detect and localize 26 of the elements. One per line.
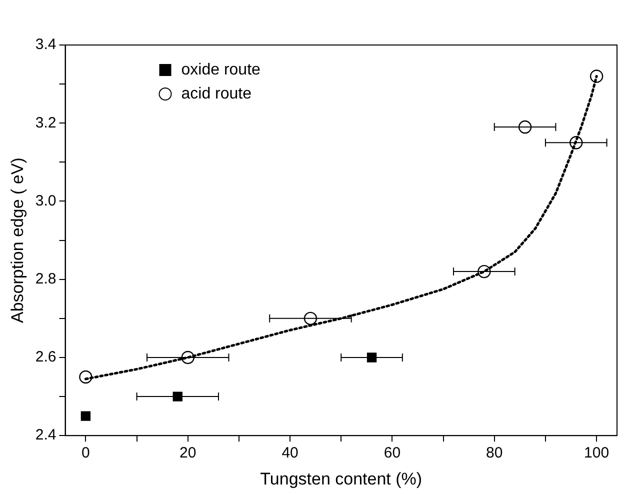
y-tick-label: 3.0 bbox=[35, 192, 56, 210]
point bbox=[172, 392, 182, 402]
point bbox=[570, 136, 583, 150]
x-tick-label: 0 bbox=[82, 444, 90, 462]
x-tick-label: 40 bbox=[282, 444, 298, 462]
point bbox=[518, 120, 532, 134]
x-tick-label: 20 bbox=[180, 444, 196, 462]
point bbox=[590, 70, 604, 83]
x-tick-label: 100 bbox=[584, 444, 610, 462]
y-tick-label: 2.6 bbox=[35, 348, 56, 366]
point bbox=[181, 350, 194, 364]
y-axis-title: Absorption edge ( eV) bbox=[8, 158, 27, 323]
x-axis-title: Tungsten content (%) bbox=[260, 469, 422, 488]
y-tick-label: 2.4 bbox=[35, 426, 56, 444]
y-tick-label: 2.8 bbox=[35, 270, 56, 288]
point bbox=[80, 411, 91, 421]
y-tick-label: 3.4 bbox=[35, 36, 56, 54]
legend-label: acid route bbox=[181, 85, 252, 102]
point bbox=[79, 370, 92, 384]
x-tick-label: 60 bbox=[384, 444, 401, 462]
point bbox=[366, 352, 377, 362]
point bbox=[304, 312, 318, 326]
y-tick-label: 3.2 bbox=[35, 114, 56, 132]
legend-label: oxide route bbox=[181, 61, 261, 78]
x-tick-label: 80 bbox=[486, 444, 503, 462]
point bbox=[478, 264, 491, 278]
